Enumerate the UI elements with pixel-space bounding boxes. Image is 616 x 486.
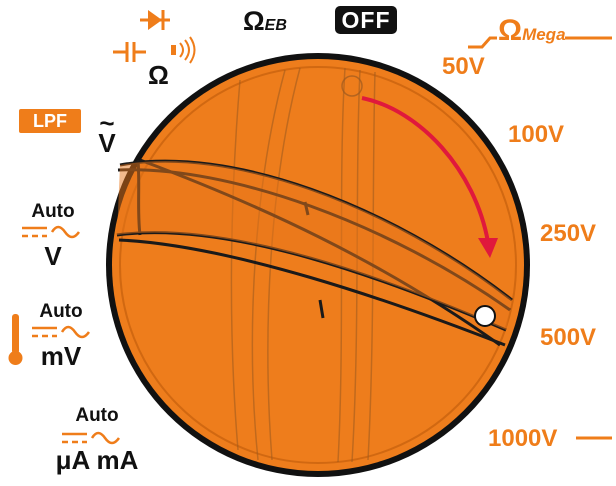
auto-mv-position-label[interactable]: Auto mV [39, 301, 83, 371]
v250-position-label[interactable]: 250V [540, 220, 597, 247]
ohm-mega-position-label[interactable]: ΩMega [498, 14, 566, 47]
dc-ac-symbol-v [22, 225, 81, 239]
auto-current-position-label[interactable]: Auto μA mA [55, 405, 139, 475]
ohm-eb-position-label[interactable]: ΩEB [243, 6, 287, 36]
diode-icon [140, 10, 170, 30]
continuity-beep-icon [171, 36, 196, 64]
v50-position-label[interactable]: 50V [442, 53, 485, 80]
v100-position-label[interactable]: 100V [508, 121, 565, 148]
diode-capacitance-ohm-label[interactable]: Ω [148, 60, 169, 90]
ac-v-position-label[interactable]: ~ V [98, 108, 116, 158]
v1000-position-label[interactable]: 1000V [488, 425, 558, 452]
v500-position-label[interactable]: 500V [540, 324, 597, 351]
dc-ac-symbol-mv [32, 325, 91, 339]
dial-face[interactable] [112, 59, 524, 471]
dc-ac-symbol-current [62, 431, 121, 445]
off-position-label[interactable]: OFF [335, 6, 397, 34]
mega-leader-line [468, 36, 497, 49]
auto-v-position-label[interactable]: Auto V [31, 201, 75, 271]
rotation-arrow-icon [361, 96, 490, 243]
capacitor-icon [113, 42, 146, 62]
knob-position-indicator [474, 305, 496, 327]
lpf-badge: LPF [19, 109, 81, 133]
thermometer-icon [8, 314, 23, 365]
